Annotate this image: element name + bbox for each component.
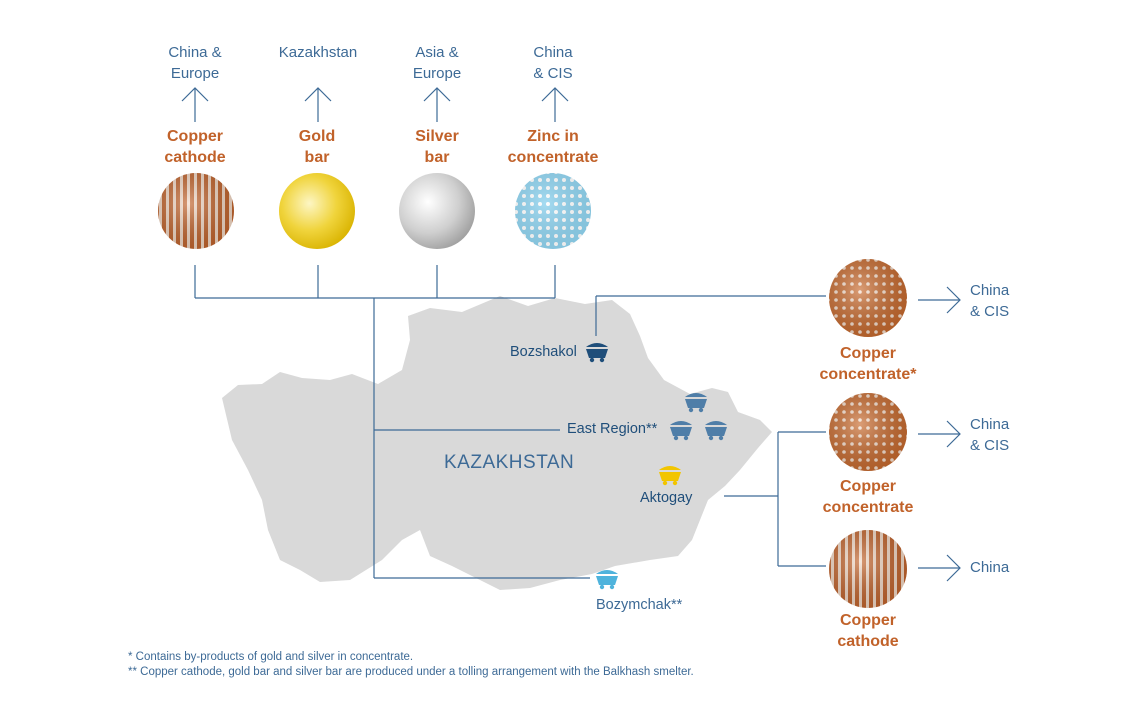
product-name-line: concentrate* [819,366,917,383]
footnote-2: ** Copper cathode, gold bar and silver b… [128,666,694,678]
top-destination-1: China & Europe [155,42,235,84]
product-circle-copper-concentrate-1 [829,259,907,337]
top-product-label-2: Gold bar [267,126,367,168]
mine-label-bozshakol: Bozshakol [510,344,577,360]
right-product-label-1: Copper concentrate* [808,343,928,385]
footnote-1: * Contains by-products of gold and silve… [128,651,414,663]
top-product-label-3: Silver bar [387,126,487,168]
mine-cart-icon-aktogay [659,466,681,486]
destination-line: China & [168,44,222,61]
product-name-line: Copper [840,612,896,629]
arrow-up-icon [304,87,332,122]
arrow-up-icon [181,87,209,122]
top-destination-4: China & CIS [513,42,593,84]
mine-cart-icon-bozshakol [586,343,608,363]
product-circle-copper-cathode [158,173,234,249]
destination-line: & CIS [970,303,1010,320]
arrow-right-icon [918,286,961,314]
product-circle-copper-concentrate-2 [829,393,907,471]
product-name-line: Silver [415,128,459,145]
product-name-line: concentrate [507,149,599,166]
product-name-line: concentrate [822,499,914,516]
product-name-line: bar [424,149,450,166]
product-name-line: Gold [298,128,336,145]
destination-line: Europe [412,65,462,82]
right-destination-3: China [970,557,1009,578]
destination-line: China [970,559,1010,576]
right-product-label-3: Copper cathode [808,610,928,652]
top-destination-3: Asia & Europe [397,42,477,84]
destination-line: & CIS [970,437,1010,454]
product-name-line: cathode [837,633,899,650]
destination-line: China [970,282,1010,299]
destination-line: Kazakhstan [278,44,358,61]
right-arrows [918,286,961,582]
arrow-up-icon [541,87,569,122]
product-name-line: cathode [164,149,226,166]
product-circle-gold-bar [279,173,355,249]
mine-cart-icon-bozymchak [596,570,618,590]
arrow-right-icon [918,420,961,448]
top-product-label-4: Zinc in concentrate [493,126,613,168]
product-name-line: bar [304,149,330,166]
product-circle-silver-bar [399,173,475,249]
arrow-right-icon [918,554,961,582]
product-circle-zinc-concentrate [515,173,591,249]
arrow-up-icon [423,87,451,122]
top-destination-2: Kazakhstan [268,42,368,63]
up-arrows [181,87,569,122]
destination-line: Asia & [415,44,459,61]
product-circle-copper-cathode-2 [829,530,907,608]
kazakhstan-map [222,296,772,590]
mine-label-aktogay: Aktogay [640,490,693,506]
connector-lines [194,265,826,579]
right-product-label-2: Copper concentrate [808,476,928,518]
right-destination-1: China & CIS [970,280,1009,322]
right-destination-2: China & CIS [970,414,1009,456]
product-name-line: Zinc in [527,128,579,145]
country-label: KAZAKHSTAN [444,452,575,473]
footnotes: * Contains by-products of gold and silve… [128,650,694,680]
mine-cart-icon-east-region-3 [705,421,727,441]
destination-line: Europe [170,65,220,82]
mine-label-bozymchak: Bozymchak** [596,597,683,613]
destination-line: & CIS [533,65,573,82]
top-product-label-1: Copper cathode [145,126,245,168]
product-name-line: Copper [840,345,896,362]
mine-cart-icon-east-region-2 [670,421,692,441]
mine-label-east-region: East Region** [567,421,658,437]
destination-line: China [970,416,1010,433]
product-name-line: Copper [167,128,223,145]
destination-line: China [533,44,573,61]
mine-cart-icon-east-region-1 [685,393,707,413]
product-name-line: Copper [840,478,896,495]
